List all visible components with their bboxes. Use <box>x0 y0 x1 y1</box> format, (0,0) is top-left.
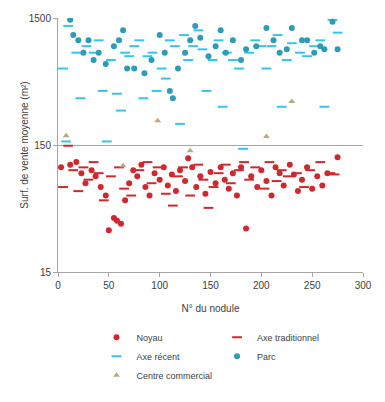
svg-text:1500: 1500 <box>29 13 52 24</box>
svg-text:150: 150 <box>202 280 219 291</box>
svg-text:Surf. de vente moyenne (m²): Surf. de vente moyenne (m²) <box>19 81 30 208</box>
svg-text:250: 250 <box>304 280 321 291</box>
svg-text:Parc: Parc <box>257 352 276 362</box>
svg-text:Noyau: Noyau <box>137 333 163 343</box>
svg-text:50: 50 <box>103 280 115 291</box>
svg-text:N° du nodule: N° du nodule <box>182 303 240 314</box>
svg-text:Centre commercial: Centre commercial <box>137 371 213 381</box>
svg-text:0: 0 <box>55 280 61 291</box>
svg-text:200: 200 <box>253 280 270 291</box>
svg-text:150: 150 <box>34 140 51 151</box>
svg-text:100: 100 <box>151 280 168 291</box>
svg-text:Axe traditionnel: Axe traditionnel <box>257 333 319 343</box>
svg-text:15: 15 <box>40 267 52 278</box>
svg-text:Axe récent: Axe récent <box>137 352 181 362</box>
svg-text:300: 300 <box>355 280 372 291</box>
